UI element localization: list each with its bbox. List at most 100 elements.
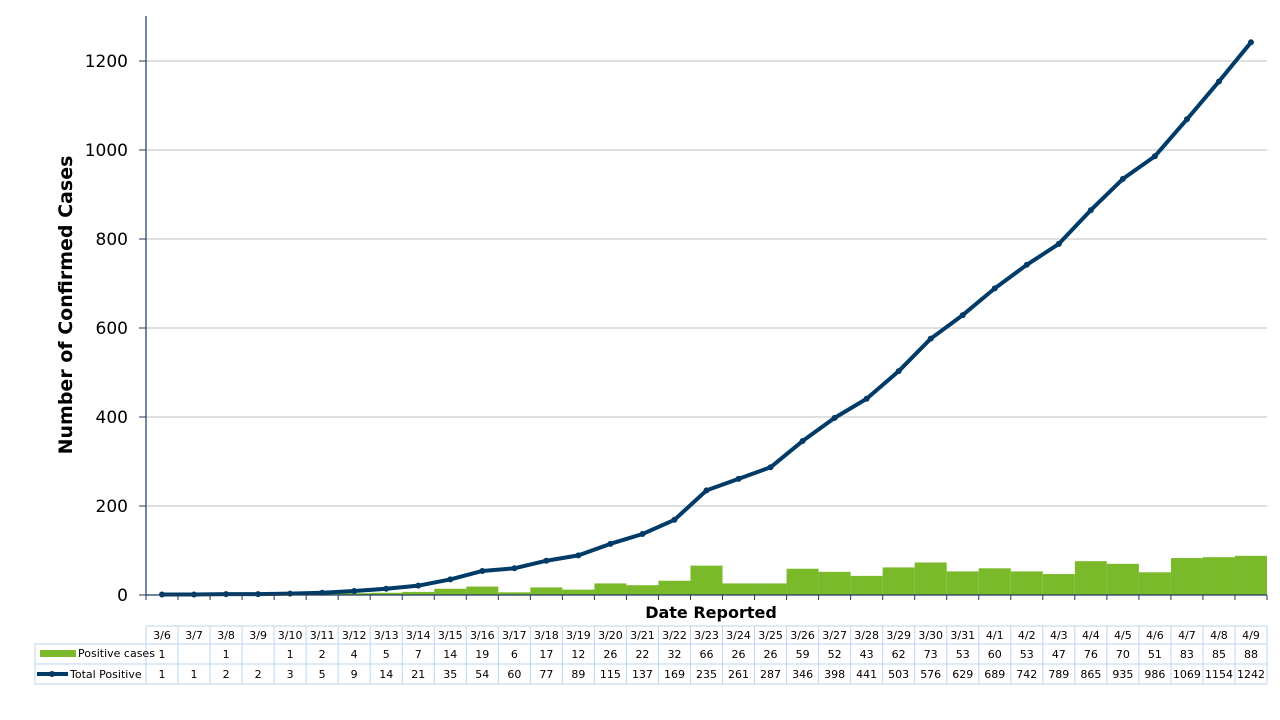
svg-text:35: 35 (443, 668, 457, 681)
svg-text:4/3: 4/3 (1050, 629, 1068, 642)
svg-text:3/28: 3/28 (854, 629, 879, 642)
svg-text:54: 54 (475, 668, 489, 681)
svg-text:21: 21 (411, 668, 425, 681)
svg-text:3/13: 3/13 (374, 629, 399, 642)
svg-text:346: 346 (792, 668, 813, 681)
svg-text:629: 629 (952, 668, 973, 681)
svg-text:1: 1 (159, 668, 166, 681)
svg-text:17: 17 (539, 648, 553, 661)
svg-text:52: 52 (828, 648, 842, 661)
y-axis-ticks: 0 200 400 600 800 1000 1200 (85, 52, 146, 606)
svg-text:789: 789 (1048, 668, 1069, 681)
svg-text:Total Positive: Total Positive (69, 668, 142, 681)
svg-text:3/25: 3/25 (758, 629, 783, 642)
svg-text:986: 986 (1144, 668, 1165, 681)
svg-text:1000: 1000 (85, 141, 128, 161)
svg-text:14: 14 (379, 668, 393, 681)
svg-text:689: 689 (984, 668, 1005, 681)
svg-text:235: 235 (696, 668, 717, 681)
svg-text:2: 2 (223, 668, 230, 681)
x-axis-title: Date Reported (645, 603, 777, 622)
svg-text:865: 865 (1080, 668, 1101, 681)
svg-text:3/7: 3/7 (185, 629, 203, 642)
svg-text:26: 26 (732, 648, 746, 661)
svg-text:3/17: 3/17 (502, 629, 527, 642)
svg-text:3/26: 3/26 (790, 629, 815, 642)
svg-text:4/5: 4/5 (1114, 629, 1132, 642)
svg-text:3/14: 3/14 (406, 629, 431, 642)
svg-text:1: 1 (223, 648, 230, 661)
svg-text:1242: 1242 (1237, 668, 1265, 681)
svg-text:200: 200 (96, 497, 128, 517)
svg-text:4/2: 4/2 (1018, 629, 1036, 642)
svg-text:2: 2 (319, 648, 326, 661)
svg-text:26: 26 (764, 648, 778, 661)
svg-text:60: 60 (507, 668, 521, 681)
data-table: 3/6113/713/8123/923/10133/11253/12493/13… (34, 625, 1268, 685)
svg-text:600: 600 (96, 319, 128, 339)
svg-text:3/21: 3/21 (630, 629, 655, 642)
svg-text:261: 261 (728, 668, 749, 681)
svg-text:53: 53 (956, 648, 970, 661)
svg-text:14: 14 (443, 648, 457, 661)
svg-text:6: 6 (511, 648, 518, 661)
svg-text:4/4: 4/4 (1082, 629, 1100, 642)
svg-text:1200: 1200 (85, 52, 128, 72)
y-axis-label: Number of Confirmed Cases (55, 156, 77, 455)
svg-text:7: 7 (415, 648, 422, 661)
svg-text:9: 9 (351, 668, 358, 681)
svg-text:62: 62 (892, 648, 906, 661)
svg-text:12: 12 (571, 648, 585, 661)
svg-text:Positive cases: Positive cases (78, 647, 155, 660)
svg-text:3: 3 (287, 668, 294, 681)
svg-text:89: 89 (571, 668, 585, 681)
svg-text:3/20: 3/20 (598, 629, 623, 642)
svg-text:1: 1 (191, 668, 198, 681)
svg-text:88: 88 (1244, 648, 1258, 661)
svg-text:400: 400 (96, 408, 128, 428)
svg-text:19: 19 (475, 648, 489, 661)
svg-text:4/9: 4/9 (1242, 629, 1260, 642)
svg-text:3/23: 3/23 (694, 629, 719, 642)
svg-text:70: 70 (1116, 648, 1130, 661)
svg-text:22: 22 (635, 648, 649, 661)
svg-text:441: 441 (856, 668, 877, 681)
svg-text:59: 59 (796, 648, 810, 661)
svg-text:73: 73 (924, 648, 938, 661)
svg-text:3/10: 3/10 (278, 629, 303, 642)
svg-text:287: 287 (760, 668, 781, 681)
svg-text:26: 26 (603, 648, 617, 661)
svg-text:47: 47 (1052, 648, 1066, 661)
svg-text:5: 5 (319, 668, 326, 681)
x-axis-ticks (145, 595, 1268, 600)
svg-text:3/29: 3/29 (886, 629, 911, 642)
svg-text:576: 576 (920, 668, 941, 681)
svg-text:4/7: 4/7 (1178, 629, 1196, 642)
svg-text:3/18: 3/18 (534, 629, 559, 642)
svg-text:3/27: 3/27 (822, 629, 847, 642)
svg-text:742: 742 (1016, 668, 1037, 681)
svg-text:935: 935 (1112, 668, 1133, 681)
svg-text:66: 66 (700, 648, 714, 661)
svg-text:3/19: 3/19 (566, 629, 591, 642)
svg-text:53: 53 (1020, 648, 1034, 661)
svg-text:3/31: 3/31 (950, 629, 975, 642)
svg-text:1154: 1154 (1205, 668, 1233, 681)
svg-text:137: 137 (632, 668, 653, 681)
svg-text:3/16: 3/16 (470, 629, 495, 642)
svg-text:115: 115 (600, 668, 621, 681)
svg-text:169: 169 (664, 668, 685, 681)
svg-text:85: 85 (1212, 648, 1226, 661)
svg-text:1: 1 (159, 648, 166, 661)
svg-text:77: 77 (539, 668, 553, 681)
svg-text:4/8: 4/8 (1210, 629, 1228, 642)
svg-text:5: 5 (383, 648, 390, 661)
svg-text:800: 800 (96, 230, 128, 250)
svg-text:503: 503 (888, 668, 909, 681)
svg-text:32: 32 (667, 648, 681, 661)
svg-text:3/8: 3/8 (217, 629, 235, 642)
svg-text:2: 2 (255, 668, 262, 681)
svg-text:43: 43 (860, 648, 874, 661)
svg-text:3/15: 3/15 (438, 629, 463, 642)
